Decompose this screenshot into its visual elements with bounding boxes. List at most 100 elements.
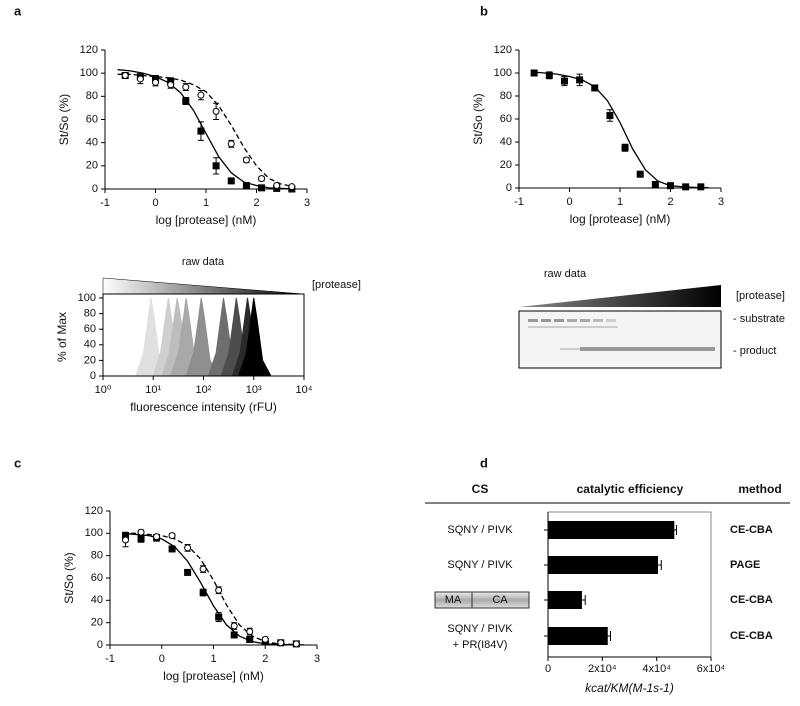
data-point bbox=[212, 162, 220, 170]
data-point bbox=[184, 544, 192, 552]
x-tick-label: 10⁴ bbox=[296, 384, 313, 396]
y-tick-label: 100 bbox=[85, 527, 103, 539]
hist-title: raw data bbox=[182, 256, 225, 268]
category-label: SQNY / PIVK bbox=[447, 559, 513, 571]
data-point bbox=[545, 71, 553, 79]
y-tick-label: 0 bbox=[97, 639, 103, 651]
x-axis-label: fluorescence intensity (rFU) bbox=[130, 400, 277, 414]
data-point bbox=[242, 156, 250, 164]
y-axis-label: St/So (%) bbox=[471, 93, 485, 144]
data-point bbox=[215, 586, 223, 594]
y-tick-label: 20 bbox=[86, 160, 98, 172]
y-axis-label: % of Max bbox=[55, 312, 69, 362]
gel-legend-label: [protease] bbox=[736, 290, 785, 302]
y-tick-label: 40 bbox=[84, 339, 96, 351]
x-tick-label: 1 bbox=[203, 197, 209, 209]
x-tick-label: 2 bbox=[667, 196, 673, 208]
data-point bbox=[197, 127, 205, 135]
data-point bbox=[530, 69, 538, 77]
x-tick-label: 1 bbox=[617, 196, 623, 208]
data-point bbox=[230, 631, 238, 639]
data-point bbox=[230, 622, 238, 630]
bar bbox=[548, 521, 675, 539]
fit-curve bbox=[117, 73, 295, 188]
x-tick-label: 0 bbox=[159, 653, 165, 665]
y-tick-label: 80 bbox=[86, 90, 98, 102]
gel-band-label: - substrate bbox=[733, 313, 785, 325]
x-axis-label: log [protease] (nM) bbox=[570, 212, 671, 226]
y-tick-label: 120 bbox=[85, 505, 103, 517]
data-point bbox=[122, 536, 130, 544]
x-tick-label: 10¹ bbox=[145, 384, 161, 396]
data-point bbox=[184, 568, 192, 576]
data-point bbox=[168, 545, 176, 553]
y-tick-label: 0 bbox=[92, 183, 98, 195]
fit-curve bbox=[122, 532, 305, 646]
data-point bbox=[273, 182, 281, 190]
y-tick-label: 60 bbox=[86, 113, 98, 125]
x-tick-label: 3 bbox=[718, 196, 724, 208]
method-label: CE-CBA bbox=[730, 524, 773, 536]
y-tick-label: 60 bbox=[84, 323, 96, 335]
error-bar bbox=[605, 631, 611, 641]
y-tick-label: 40 bbox=[91, 594, 103, 606]
method-label: PAGE bbox=[730, 559, 760, 571]
y-tick-label: 20 bbox=[91, 617, 103, 629]
x-axis-label: kcat/KM(M-1s-1) bbox=[585, 681, 674, 695]
histogram-area bbox=[237, 297, 272, 377]
y-tick-label: 100 bbox=[78, 292, 96, 304]
y-tick-label: 80 bbox=[91, 550, 103, 562]
y-tick-label: 80 bbox=[500, 90, 512, 102]
panel-letter: b bbox=[480, 3, 488, 18]
data-point bbox=[242, 182, 250, 190]
y-tick-label: 60 bbox=[91, 572, 103, 584]
data-point bbox=[591, 84, 599, 92]
x-axis-label: log [protease] (nM) bbox=[156, 213, 257, 227]
bar bbox=[548, 591, 582, 609]
x-tick-label: -1 bbox=[514, 196, 524, 208]
y-tick-label: 40 bbox=[86, 137, 98, 149]
panel-letter: c bbox=[14, 455, 21, 470]
category-annotation: + PR(I84V) bbox=[453, 639, 508, 651]
hist-legend-label: [protease] bbox=[312, 279, 361, 291]
y-tick-label: 100 bbox=[494, 67, 512, 79]
x-tick-label: 2 bbox=[262, 653, 268, 665]
bar bbox=[548, 556, 659, 574]
column-header: CS bbox=[472, 482, 489, 496]
data-point bbox=[292, 640, 300, 648]
x-tick-label: 3 bbox=[304, 197, 310, 209]
data-point bbox=[246, 628, 254, 636]
y-tick-label: 0 bbox=[90, 370, 96, 382]
x-tick-label: 1 bbox=[210, 653, 216, 665]
gradient-wedge bbox=[102, 277, 305, 295]
data-point bbox=[277, 639, 285, 647]
fit-curve bbox=[531, 71, 709, 189]
error-bar bbox=[578, 595, 586, 605]
x-tick-label: -1 bbox=[100, 197, 110, 209]
data-point bbox=[636, 170, 644, 178]
bar bbox=[548, 627, 608, 645]
data-point bbox=[199, 565, 207, 573]
x-tick-label: 3 bbox=[314, 653, 320, 665]
method-label: CE-CBA bbox=[730, 594, 773, 606]
y-tick-label: 40 bbox=[500, 136, 512, 148]
data-point bbox=[560, 77, 568, 85]
data-point bbox=[261, 635, 269, 643]
panel-letter: a bbox=[14, 3, 22, 18]
data-point bbox=[199, 589, 207, 597]
gradient-wedge bbox=[519, 285, 721, 307]
x-tick-label: 2x10⁴ bbox=[588, 663, 617, 675]
x-tick-label: 0 bbox=[545, 663, 551, 675]
y-axis-label: St/So (%) bbox=[57, 94, 71, 145]
x-tick-label: 10² bbox=[196, 384, 212, 396]
y-tick-label: 20 bbox=[84, 354, 96, 366]
x-tick-label: 0 bbox=[566, 196, 572, 208]
data-point bbox=[215, 613, 223, 621]
y-tick-label: 120 bbox=[80, 44, 98, 56]
x-axis-label: log [protease] (nM) bbox=[163, 669, 264, 683]
data-point bbox=[182, 97, 190, 105]
data-point bbox=[227, 177, 235, 185]
data-point bbox=[153, 533, 161, 541]
construct-label: MA bbox=[445, 594, 462, 606]
